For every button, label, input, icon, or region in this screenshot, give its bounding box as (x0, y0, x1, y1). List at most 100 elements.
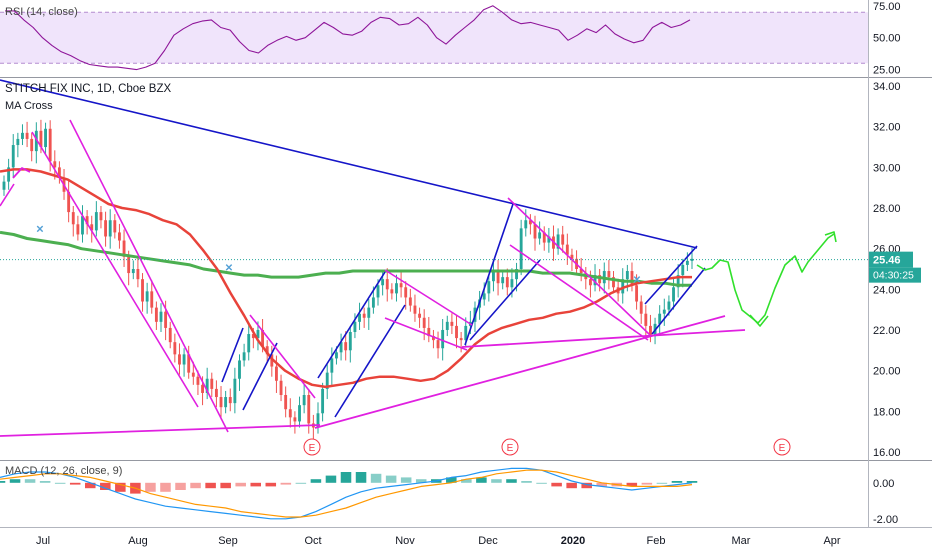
candle-body (238, 360, 241, 379)
candle-body (459, 338, 463, 341)
candle-body (214, 388, 218, 398)
candle-body (358, 313, 361, 322)
macd-histogram-bar (295, 482, 307, 484)
candle-body (547, 236, 551, 243)
candle-body (127, 256, 131, 274)
candle-body (639, 301, 643, 314)
countdown-tag (869, 267, 921, 283)
candle-body (136, 269, 140, 280)
time-tick-label: Jul (36, 535, 50, 547)
time-tick-label: Feb (647, 535, 666, 547)
candle-body (685, 260, 689, 265)
candle-body (274, 366, 278, 381)
candle-body (34, 130, 38, 152)
candle-body (293, 417, 297, 422)
time-tick-label: Sep (218, 535, 238, 547)
macd-histogram-bar (325, 475, 337, 483)
trendline-channel-magenta (507, 197, 651, 336)
candle-body (302, 395, 306, 406)
candle-body (251, 334, 255, 339)
candle-body (528, 220, 532, 225)
macd-histogram-bar (84, 482, 96, 489)
trendline-major-resistance (0, 79, 698, 249)
candle-body (427, 327, 431, 337)
price-tick-label: 32.00 (873, 122, 901, 134)
candle-body (182, 354, 186, 365)
candle-body (228, 397, 232, 404)
price-legend-title: STITCH FIX INC, 1D, Cboe BZX (5, 83, 172, 95)
candle-body (348, 332, 352, 351)
macd-legend: MACD (12, 26, close, 9) (5, 465, 123, 477)
candle-body (667, 301, 671, 310)
macd-histogram-bar (641, 482, 653, 485)
candle-body (445, 321, 449, 330)
candle-body (413, 305, 417, 314)
macd-histogram-bar (400, 477, 412, 483)
macd-histogram-bar (250, 482, 262, 487)
candle-body (108, 220, 112, 237)
candle-body (57, 167, 61, 178)
time-tick-label: Dec (478, 535, 498, 547)
trendline-channel-blue (242, 342, 278, 411)
trendline-channel-blue (317, 271, 386, 379)
candle-body (579, 269, 583, 274)
macd-histogram-bar (596, 482, 608, 487)
candle-body (30, 138, 34, 152)
candle-body (538, 232, 542, 239)
trendline-channel-magenta (31, 131, 199, 408)
candle-body (25, 132, 29, 139)
macd-histogram-bar (145, 482, 156, 492)
trendline-channel-blue (221, 327, 244, 383)
macd-histogram-bar (0, 481, 6, 483)
candle-body (173, 342, 177, 355)
macd-histogram-bar (581, 482, 592, 489)
candle-body (339, 342, 343, 353)
macd-histogram-bar (566, 482, 577, 489)
candle-body (501, 277, 505, 284)
trendline-support-flat (461, 329, 746, 348)
macd-line (0, 467, 693, 520)
candle-body (598, 275, 602, 284)
candle-body (85, 216, 89, 225)
candle-body (265, 346, 269, 355)
candle-body (542, 232, 546, 243)
candle-body (131, 269, 135, 274)
rsi-tick-label: 50.00 (873, 33, 901, 45)
macd-histogram-bar (551, 482, 562, 487)
macd-histogram-bar (355, 472, 367, 483)
candle-body (118, 232, 121, 241)
time-tick-label: 2020 (561, 535, 585, 547)
rsi-tick-label: 75.00 (873, 1, 901, 13)
candle-body (399, 283, 403, 288)
projection-path (696, 233, 835, 324)
candle-body (607, 271, 611, 278)
candle-body (205, 378, 209, 393)
candle-body (621, 279, 625, 294)
candle-body (2, 181, 6, 190)
candle-body (681, 264, 685, 276)
macd-histogram-bar (220, 482, 231, 489)
ma-cross-marker: ✕ (36, 224, 44, 235)
macd-histogram-bar (54, 482, 66, 484)
candle-body (385, 279, 389, 290)
candle-body (39, 130, 43, 148)
trendline-support-base (0, 424, 321, 437)
candle-body (164, 311, 168, 328)
candle-body (625, 271, 629, 280)
candle-body (505, 277, 509, 288)
trendline-channel-blue (651, 267, 706, 335)
earnings-marker-label: E (309, 443, 316, 454)
earnings-marker (501, 438, 519, 456)
candle-body (570, 254, 574, 259)
candle-body (330, 358, 334, 373)
candle-body (376, 285, 380, 298)
macd-histogram-bar (9, 479, 21, 483)
macd-histogram-bar (476, 477, 487, 483)
candle-body (404, 287, 408, 298)
candle-body (67, 191, 71, 213)
macd-histogram-bar (340, 472, 352, 483)
price-tick-label: 30.00 (873, 162, 901, 174)
rsi-line (5, 5, 691, 71)
candle-body (141, 279, 144, 302)
